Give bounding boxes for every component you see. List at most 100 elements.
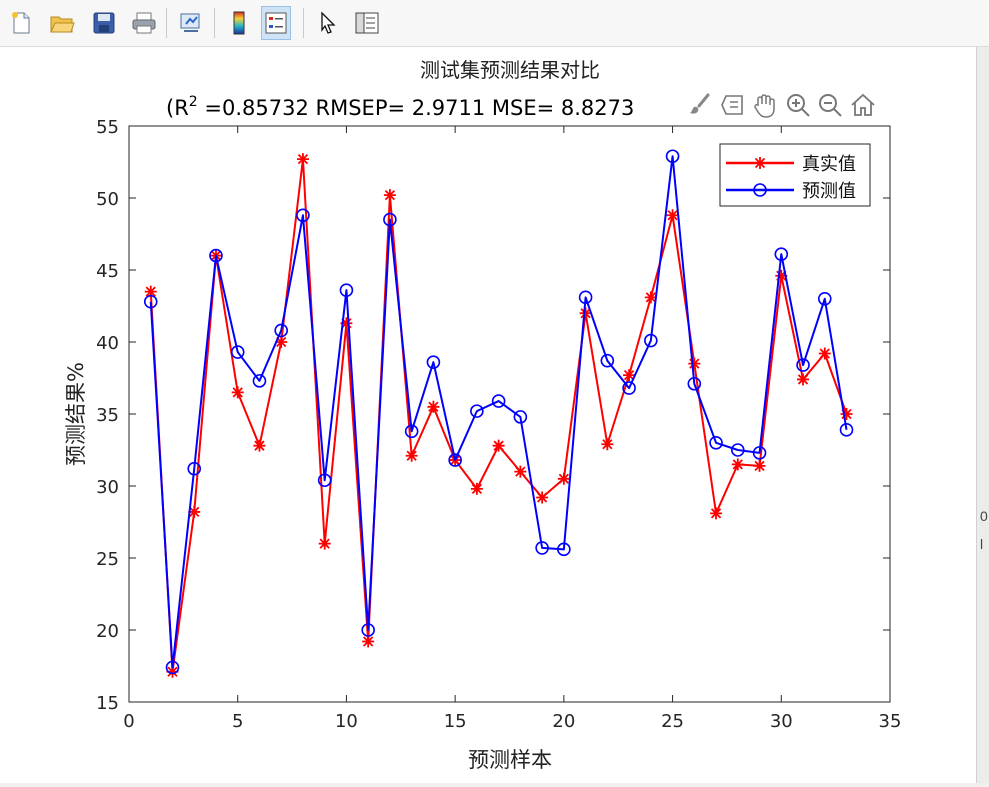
figure-canvas: 测试集预测结果对比 (R2 =0.85732 RMSEP= 2.9711 MSE…	[0, 47, 976, 783]
data-point	[317, 473, 332, 488]
legend-marker-pred	[753, 183, 767, 197]
data-point	[231, 386, 244, 399]
data-point	[600, 353, 615, 368]
data-point	[448, 453, 462, 467]
data-point	[340, 317, 353, 330]
data-point	[514, 465, 527, 478]
figure-toolbar	[0, 0, 989, 47]
property-inspector-icon[interactable]	[352, 6, 382, 40]
legend[interactable]: 真实值 预测值	[719, 143, 871, 207]
data-point	[688, 357, 701, 370]
data-point	[557, 542, 571, 557]
data-point	[797, 373, 810, 386]
x-tick-label: 30	[770, 711, 793, 732]
zoom-in-icon[interactable]	[787, 94, 810, 117]
legend-label-pred: 预测值	[802, 181, 856, 202]
legend-marker-true	[754, 157, 766, 169]
plot-area	[128, 125, 891, 703]
data-point	[644, 333, 658, 348]
y-tick-label: 50	[96, 189, 119, 210]
print-icon[interactable]	[129, 6, 159, 40]
chart-subtitle-prefix: (R	[166, 96, 189, 120]
x-tick-label: 0	[123, 711, 134, 732]
data-point	[687, 376, 702, 391]
link-plot-icon[interactable]	[176, 6, 206, 40]
new-figure-icon[interactable]	[6, 6, 36, 40]
data-point	[362, 635, 375, 648]
data-point	[383, 189, 396, 202]
y-tick-label: 45	[96, 261, 119, 282]
axis-ticks: 0 5 10 15 20 25 30 35 15 20 25 30 35 40 45 50 55	[96, 117, 901, 732]
save-icon[interactable]	[89, 6, 119, 40]
pointer-icon[interactable]	[313, 6, 343, 40]
data-point	[492, 439, 505, 452]
data-point	[230, 345, 245, 359]
edge-text: 0	[980, 508, 988, 524]
data-point	[187, 461, 202, 476]
series-layer	[143, 149, 854, 678]
data-point	[622, 381, 636, 395]
data-point	[491, 394, 506, 408]
data-point	[165, 660, 180, 675]
x-tick-label: 25	[661, 711, 684, 732]
data-point	[752, 446, 767, 460]
data-point	[731, 458, 744, 471]
data-point	[318, 537, 331, 550]
data-point	[339, 283, 354, 297]
data-point	[840, 408, 853, 420]
y-tick-label: 15	[96, 693, 119, 714]
chart-svg: 测试集预测结果对比 (R2 =0.85732 RMSEP= 2.9711 MSE…	[64, 58, 901, 772]
toolbar-separator	[166, 8, 167, 38]
toolbar-separator	[214, 8, 215, 38]
series-line	[149, 155, 848, 669]
legend-icon[interactable]	[261, 6, 291, 40]
data-point	[557, 472, 570, 485]
data-point	[730, 443, 745, 457]
window-edge-strip	[976, 47, 989, 783]
data-tips-icon[interactable]	[721, 95, 743, 115]
data-point	[666, 209, 679, 222]
y-tick-label: 20	[96, 621, 119, 642]
y-tick-label: 30	[96, 477, 119, 498]
toolbar-separator	[303, 8, 304, 38]
data-point	[535, 541, 549, 555]
y-tick-label: 35	[96, 405, 119, 426]
chart-title: 测试集预测结果对比	[420, 58, 600, 82]
edge-text: l	[980, 536, 984, 552]
zoom-out-icon[interactable]	[819, 94, 842, 117]
x-tick-label: 5	[232, 711, 243, 732]
y-axis-label: 预测结果%	[64, 362, 88, 466]
y-tick-label: 25	[96, 549, 119, 570]
data-point	[404, 424, 419, 439]
data-point	[579, 307, 592, 320]
legend-box	[719, 143, 871, 207]
data-point	[188, 505, 201, 518]
data-point	[144, 285, 157, 298]
colorbar-icon[interactable]	[224, 6, 254, 40]
data-point	[817, 292, 832, 306]
data-point	[426, 355, 441, 369]
pan-icon[interactable]	[754, 94, 775, 118]
brush-icon[interactable]	[690, 93, 710, 114]
data-point	[274, 323, 289, 338]
data-point	[623, 369, 636, 382]
data-point	[361, 623, 375, 637]
x-axis-label: 预测样本	[468, 748, 552, 772]
data-point	[753, 459, 766, 472]
data-point	[275, 336, 288, 348]
data-point	[470, 482, 483, 495]
data-point	[578, 290, 593, 305]
data-point	[665, 149, 680, 164]
data-point	[427, 400, 440, 413]
chart-subtitle-superscript: 2	[189, 94, 198, 110]
data-point	[209, 248, 223, 263]
data-point	[383, 212, 397, 227]
open-file-icon[interactable]	[47, 6, 77, 40]
data-point	[252, 374, 267, 388]
data-point	[644, 291, 657, 304]
home-icon[interactable]	[851, 93, 875, 116]
x-tick-label: 20	[552, 711, 575, 732]
data-point	[536, 491, 549, 504]
data-point	[166, 665, 179, 678]
chart-subtitle: (R2 =0.85732 RMSEP= 2.9711 MSE= 8.8273	[166, 94, 634, 120]
